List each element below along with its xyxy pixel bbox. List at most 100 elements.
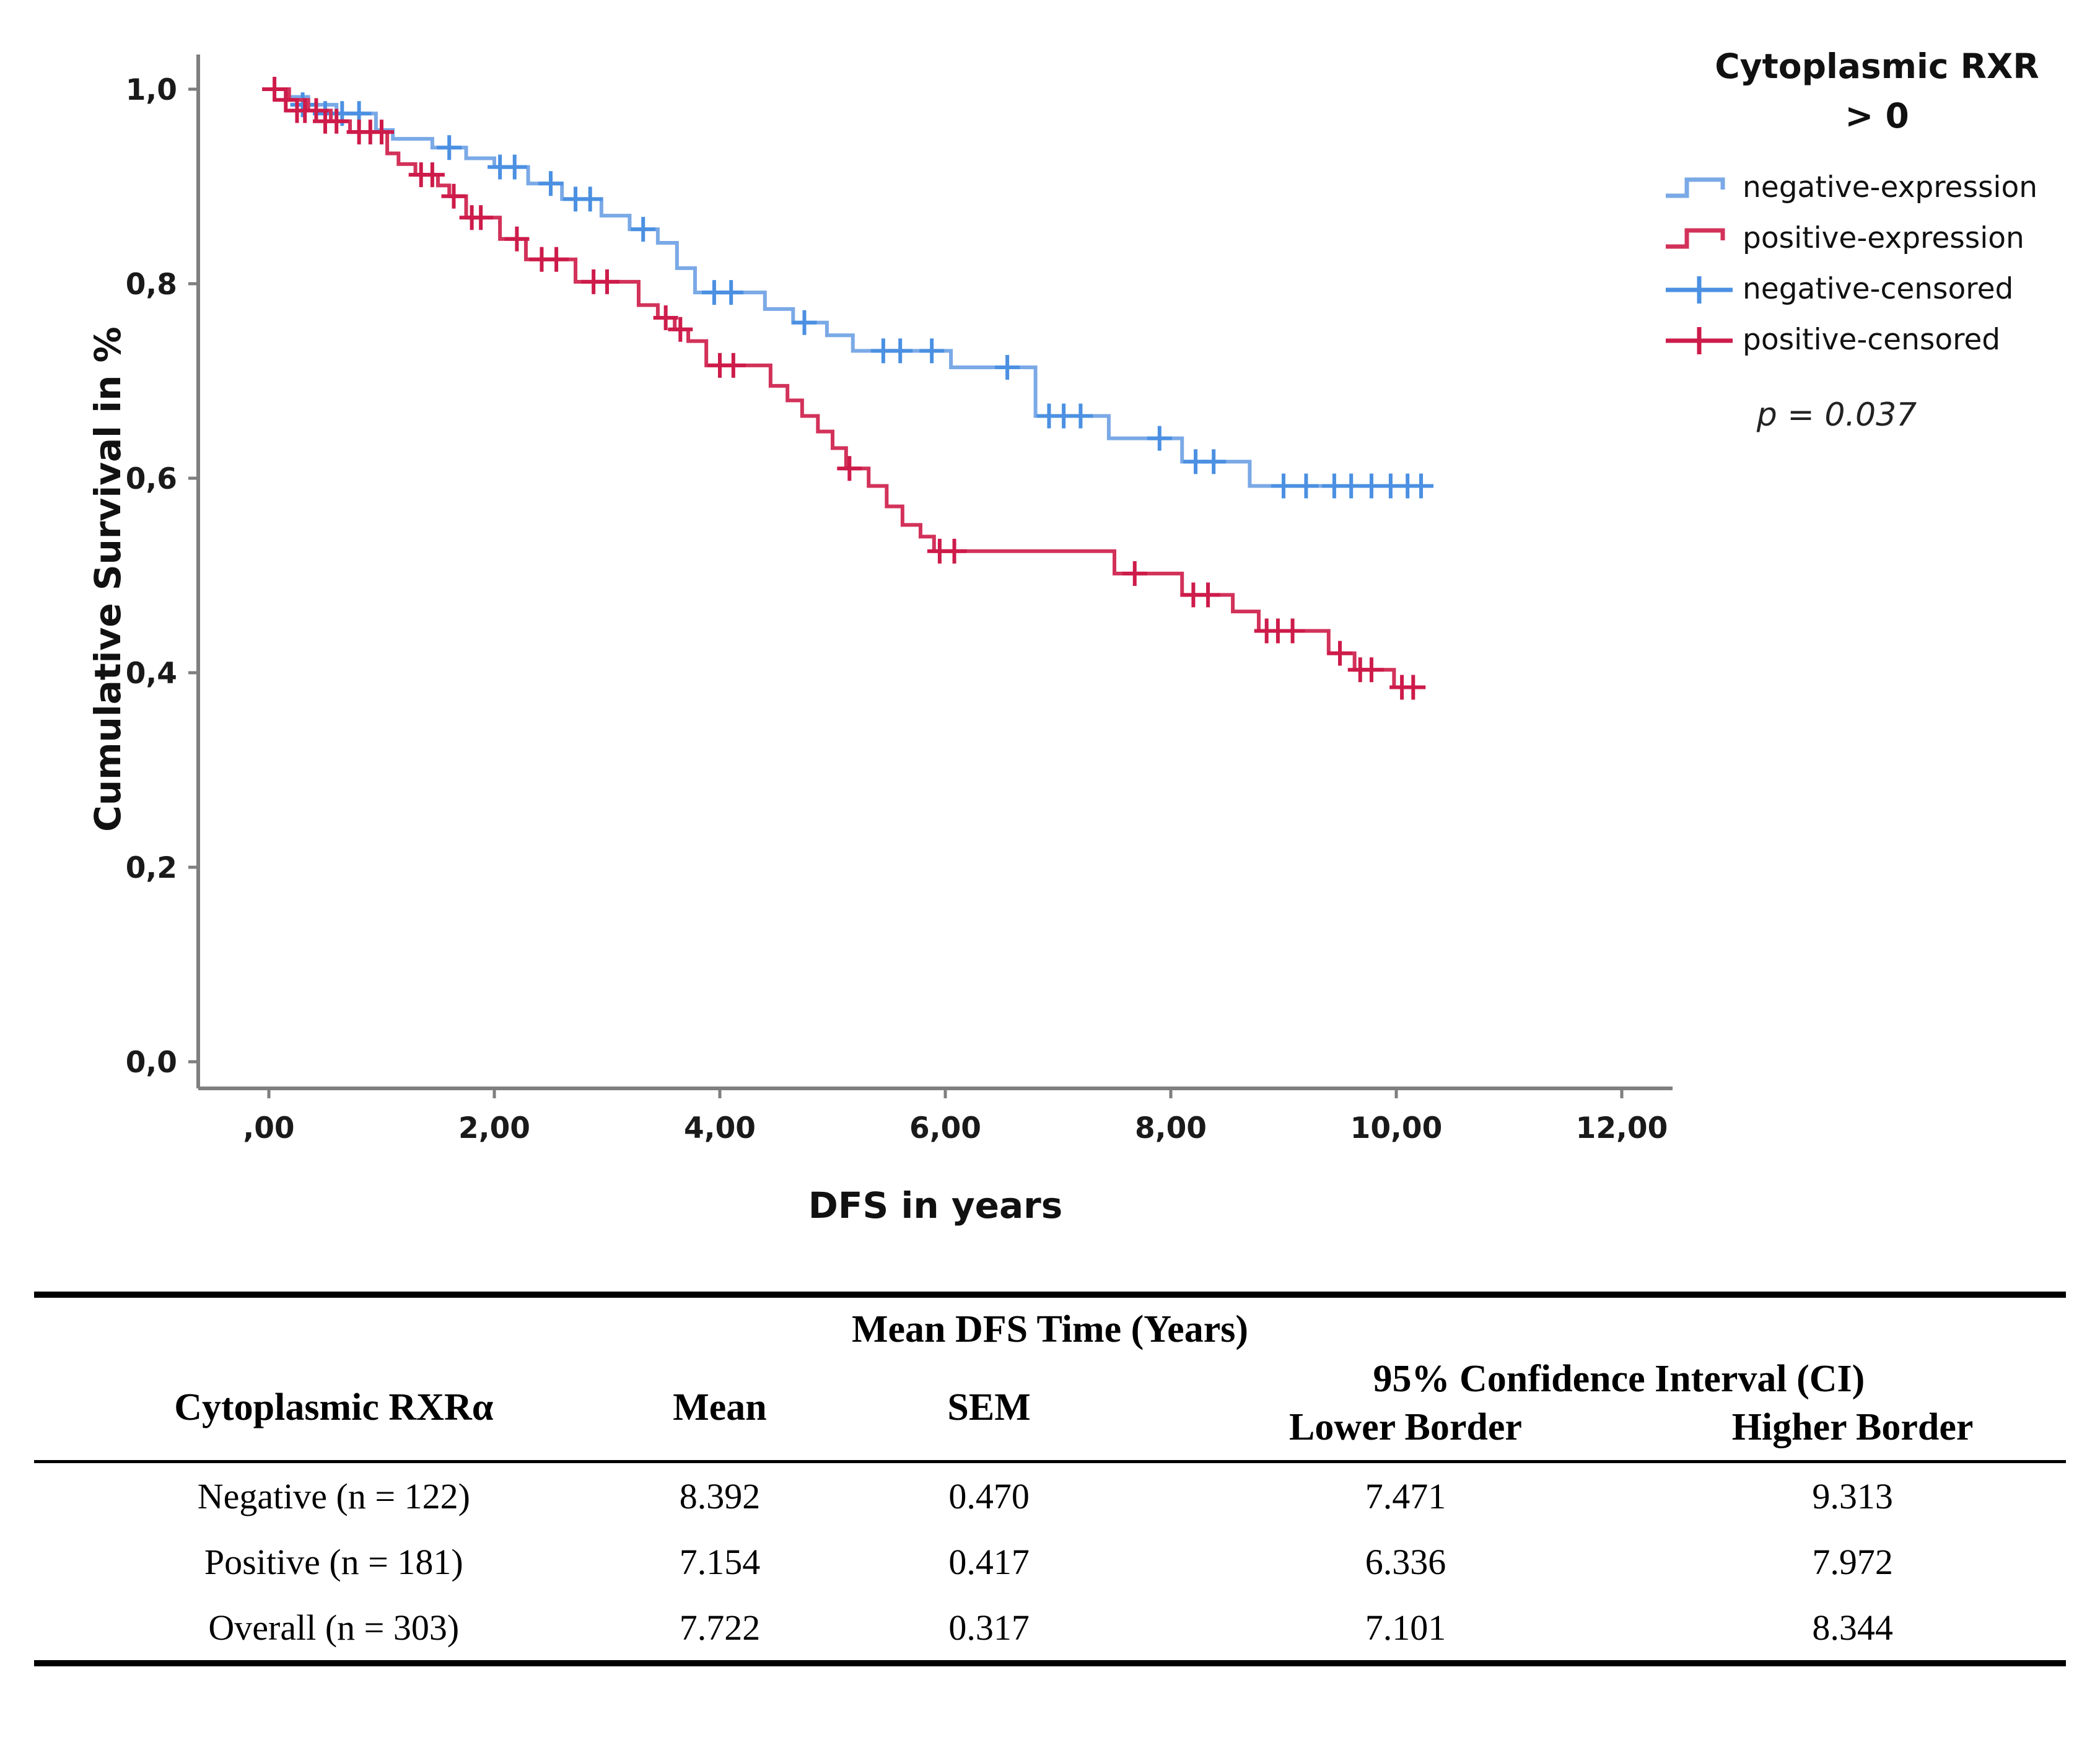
cell-sem: 0.417 (948, 1541, 1030, 1582)
table-row-overall: Overall (n = 303) 7.722 0.317 7.101 8.34… (34, 1594, 2066, 1663)
y-tick-label: 1,0 (126, 73, 177, 107)
table-title: Mean DFS Time (Years) (851, 1308, 1248, 1350)
plus-mark-red-icon (1666, 326, 1733, 354)
censor-mark-negative-expression (919, 338, 945, 364)
table-row-negative: Negative (n = 122) 8.392 0.470 7.471 9.3… (34, 1462, 2066, 1529)
censor-mark-negative-expression (1293, 473, 1319, 499)
x-tick-label: 12,00 (1576, 1111, 1668, 1145)
legend-items: negative-expression positive-expression … (1663, 170, 2091, 358)
col-header-ci-lower: Lower Border (1171, 1403, 1640, 1463)
x-axis-title: DFS in years (808, 1184, 1063, 1227)
cell-sem: 0.470 (948, 1476, 1030, 1516)
censor-mark-negative-expression (719, 280, 744, 305)
y-tick-label: 0,0 (126, 1046, 177, 1080)
censor-mark-positive-expression (1401, 675, 1426, 700)
legend-label: positive-censored (1743, 323, 2001, 357)
legend-item-positive-censored: positive-censored (1663, 322, 2091, 358)
censor-mark-positive-expression (942, 538, 967, 564)
survival-curve-positive-expression (269, 87, 1417, 689)
censor-mark-negative-expression (631, 217, 656, 242)
censor-mark-positive-expression (1196, 582, 1221, 608)
censor-mark-positive-expression (1122, 561, 1147, 586)
censor-mark-positive-expression (837, 456, 862, 481)
legend-label: negative-expression (1743, 170, 2038, 204)
plus-mark-blue-icon (1666, 276, 1733, 304)
table-header-row-1: Cytoplasmic RXRα Mean SEM 95% Confidence… (34, 1355, 2066, 1463)
cell-mean: 7.722 (679, 1607, 761, 1648)
censor-mark-positive-expression (1280, 618, 1305, 644)
legend-title: Cytoplasmic RXR > 0 (1663, 42, 2091, 141)
censor-mark-negative-expression (792, 310, 817, 335)
censor-mark-negative-expression (437, 135, 462, 160)
y-axis-title: Cumulative Survival in % (87, 326, 129, 832)
cell-ci-lower: 7.101 (1365, 1607, 1446, 1648)
censor-mark-negative-expression (502, 154, 527, 180)
censor-mark-negative-expression (995, 355, 1020, 380)
censor-mark-positive-expression (324, 108, 349, 134)
legend-item-negative-expression: negative-expression (1663, 170, 2091, 206)
censor-mark-positive-expression (720, 352, 746, 378)
censor-mark-positive-expression (441, 183, 466, 209)
censor-mark-positive-expression (369, 120, 394, 145)
cell-ci-higher: 7.972 (1812, 1541, 1893, 1582)
p-value-label: p = 0.037 (1756, 396, 1917, 434)
censor-mark-negative-expression (888, 338, 913, 364)
legend: Cytoplasmic RXR > 0 negative-expression … (1663, 42, 2091, 434)
censor-mark-positive-expression (1328, 641, 1352, 666)
censor-mark-positive-expression (595, 269, 619, 294)
censor-mark-positive-expression (668, 317, 693, 342)
censor-mark-positive-expression (1358, 657, 1384, 683)
x-tick-label: 10,00 (1350, 1111, 1443, 1145)
censor-mark-negative-expression (290, 92, 315, 118)
cell-mean: 8.392 (679, 1476, 761, 1516)
cell-mean: 7.154 (679, 1541, 761, 1582)
dfs-table: Mean DFS Time (Years) Cytoplasmic RXRα M… (34, 1292, 2066, 1666)
censor-mark-positive-expression (262, 77, 287, 102)
censor-mark-negative-expression (577, 186, 603, 212)
censor-mark-negative-expression (1147, 426, 1172, 451)
cell-group: Overall (n = 303) (208, 1607, 460, 1648)
x-tick-label: 6,00 (909, 1111, 981, 1145)
step-line-red-icon (1666, 228, 1725, 248)
x-tick-label: ,00 (243, 1111, 294, 1145)
table-row-positive: Positive (n = 181) 7.154 0.417 6.336 7.9… (34, 1529, 2066, 1594)
censor-mark-negative-expression (1409, 473, 1434, 499)
y-tick-label: 0,6 (126, 462, 177, 496)
censor-mark-positive-expression (653, 305, 678, 330)
km-chart: 0,0 0,2 0,4 0,6 0,8 1,0 ,00 2,00 4,00 6,00 8,00 10,… (87, 55, 1673, 1227)
legend-item-negative-censored: negative-censored (1663, 271, 2091, 307)
censor-mark-positive-expression (419, 162, 445, 188)
censor-mark-positive-expression (273, 87, 299, 113)
cell-ci-lower: 7.471 (1365, 1476, 1446, 1516)
censor-mark-negative-expression (538, 171, 563, 196)
table-title-row: Mean DFS Time (Years) (34, 1295, 2066, 1355)
y-tick-label: 0,4 (126, 657, 177, 691)
col-header-ci: 95% Confidence Interval (CI) (1373, 1358, 1865, 1400)
legend-label: negative-censored (1743, 272, 2014, 306)
col-header-sem: SEM (806, 1355, 1172, 1463)
table-header-row-2: Lower Border Higher Border (34, 1403, 2066, 1463)
legend-item-positive-expression: positive-expression (1663, 221, 2091, 256)
legend-title-line2: > 0 (1845, 95, 1909, 136)
km-chart-svg: 0,0 0,2 0,4 0,6 0,8 1,0 ,00 2,00 4,00 6,00 8,00 10,… (126, 55, 1673, 1145)
y-tick-label: 0,8 (126, 268, 177, 302)
col-header-group: Cytoplasmic RXRα (34, 1355, 634, 1463)
cell-ci-lower: 6.336 (1365, 1541, 1446, 1582)
y-tick-label: 0,2 (126, 851, 177, 885)
censor-mark-negative-expression (1201, 449, 1227, 475)
cell-ci-higher: 8.344 (1812, 1607, 1893, 1648)
cell-sem: 0.317 (948, 1607, 1030, 1648)
col-header-mean: Mean (633, 1355, 807, 1463)
legend-label: positive-expression (1743, 221, 2024, 255)
x-tick-label: 4,00 (684, 1111, 756, 1145)
censor-mark-negative-expression (1271, 473, 1296, 499)
censor-mark-positive-expression (504, 226, 530, 251)
x-tick-label: 2,00 (458, 1111, 530, 1145)
x-tick-label: 8,00 (1135, 1111, 1207, 1145)
cell-ci-higher: 9.313 (1812, 1476, 1893, 1516)
censor-mark-negative-expression (1068, 403, 1093, 429)
step-line-blue-icon (1666, 177, 1725, 198)
col-header-ci-higher: Higher Border (1639, 1403, 2066, 1463)
cell-group: Positive (n = 181) (204, 1541, 463, 1582)
